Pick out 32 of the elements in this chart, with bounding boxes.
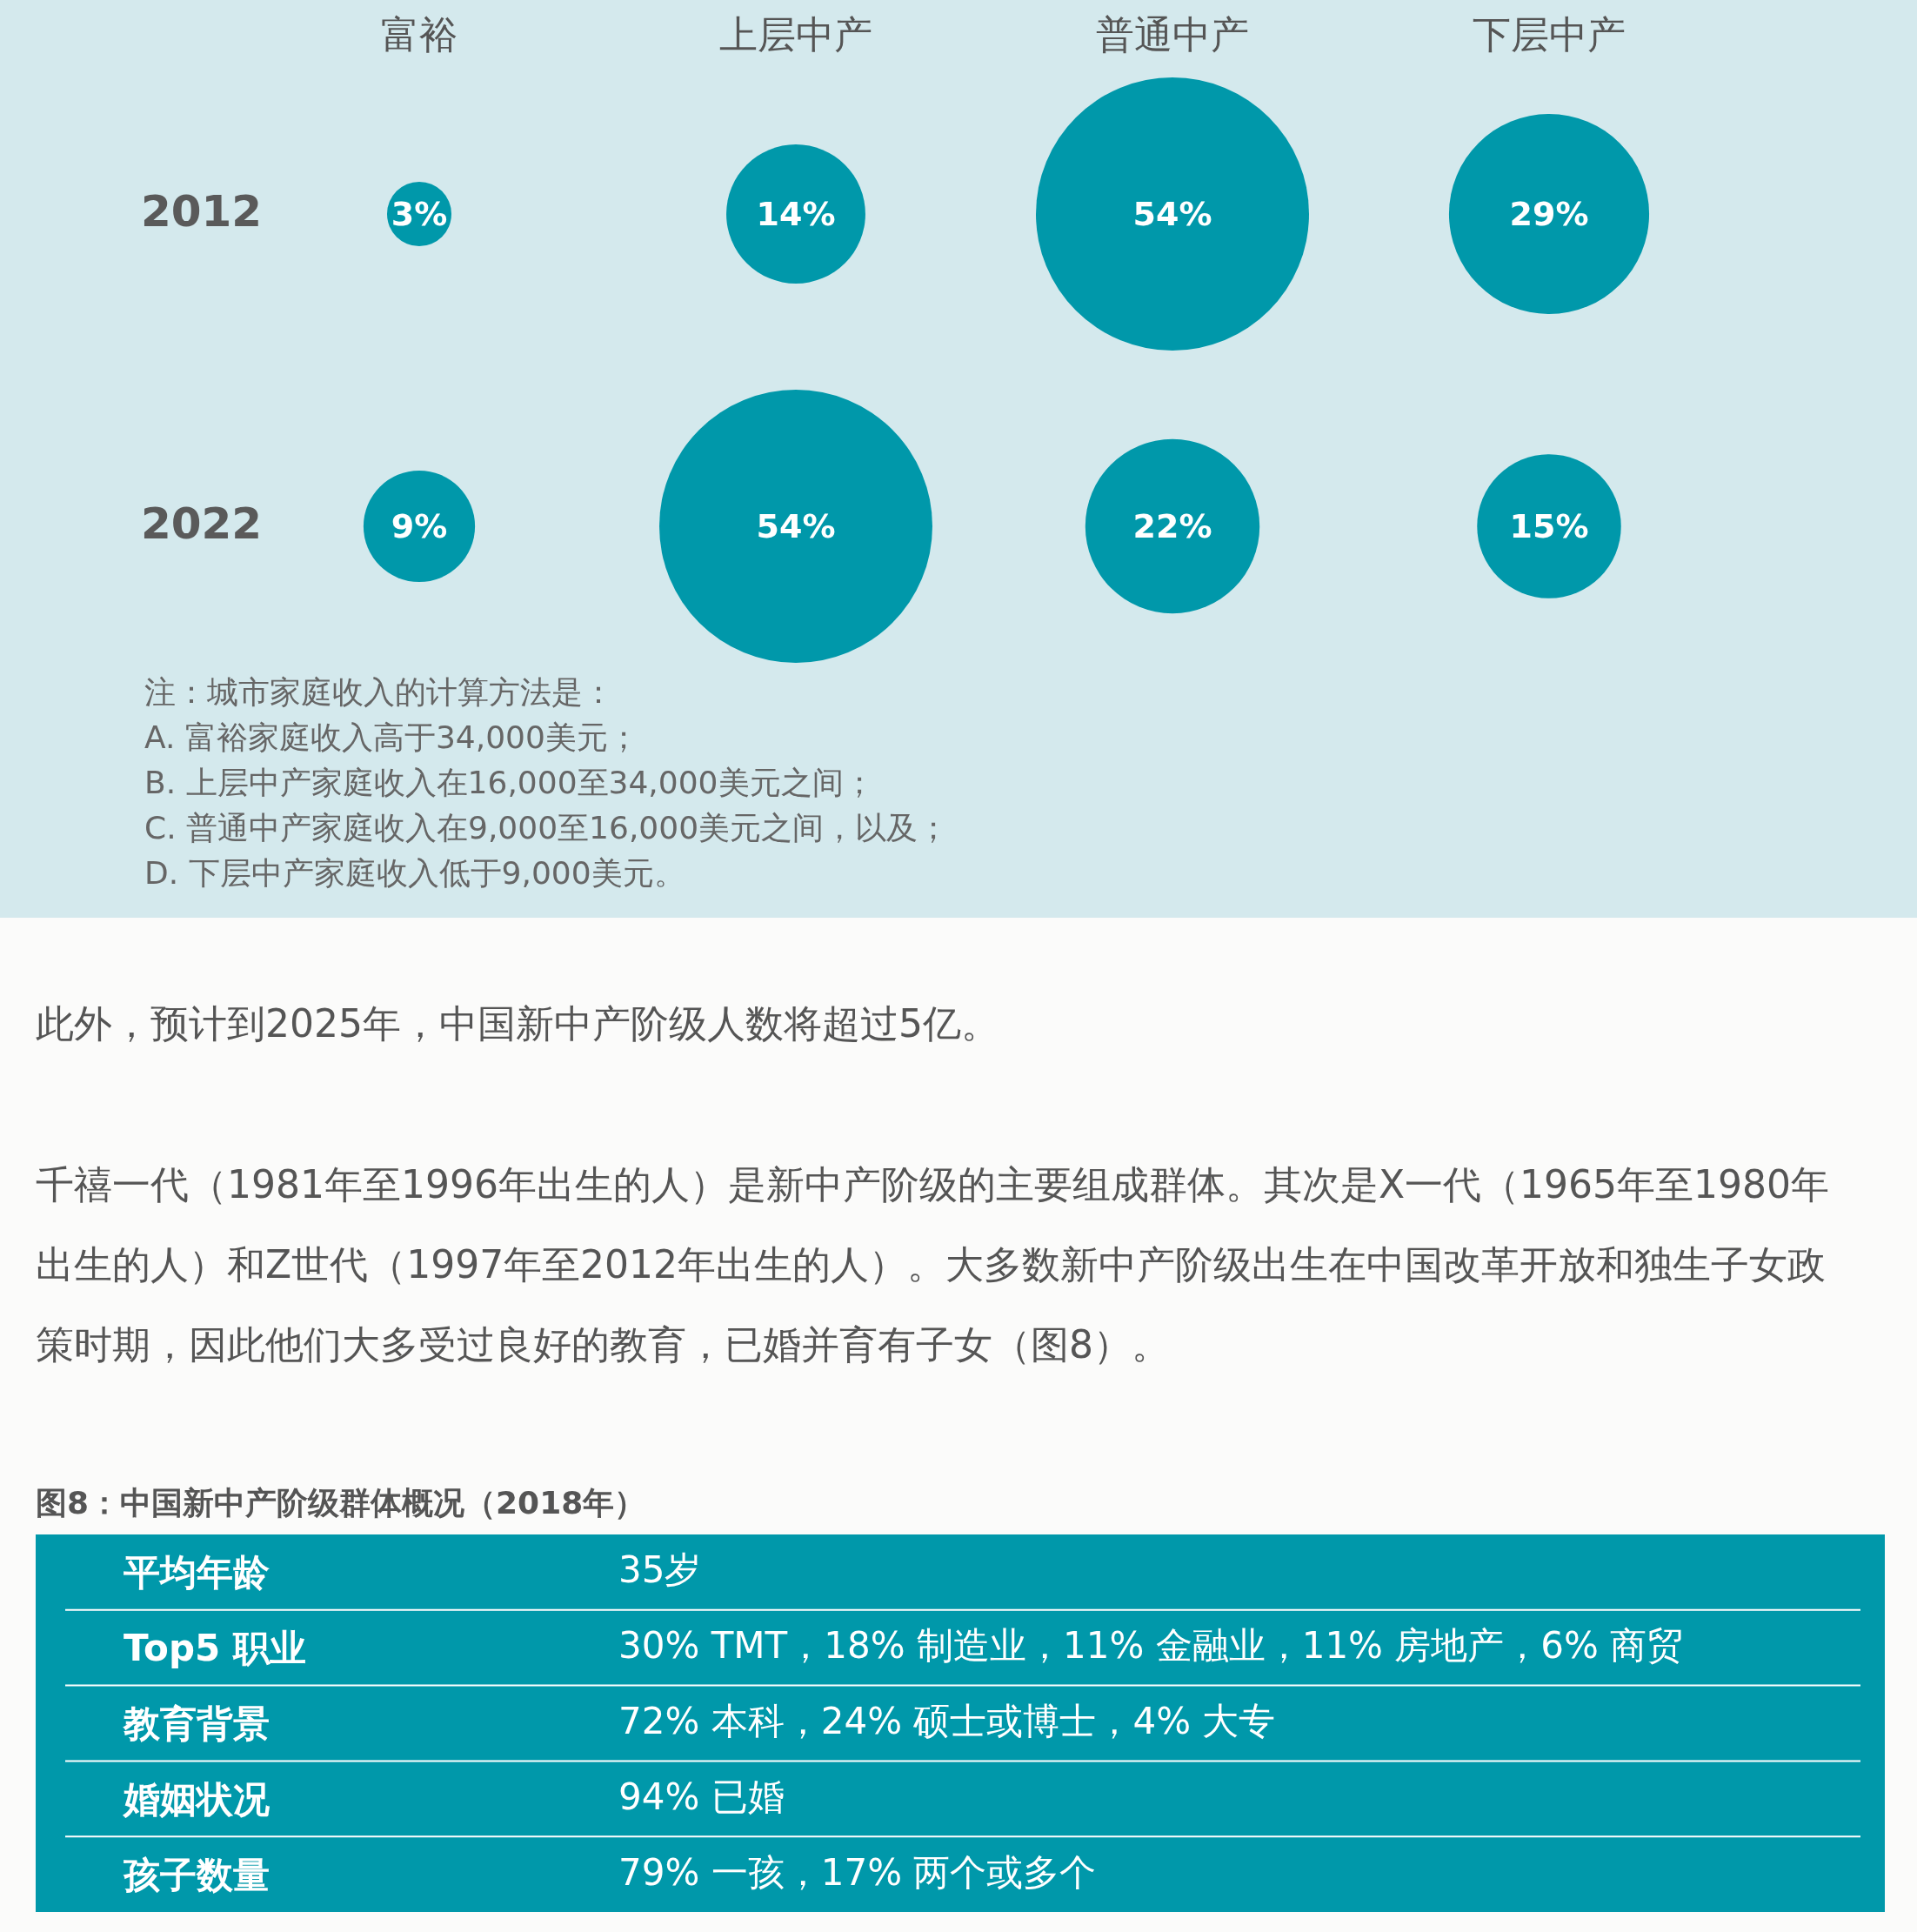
x-tick-label: 上层中产 [719,12,872,57]
text: 94% 已婚 [618,1775,785,1818]
text: D. 下层中产家庭收入低于9,000美元。 [144,855,685,891]
text: 千禧一代（1981年至1996年出生的人）是新中产阶级的主要组成群体。其次是X一代（1965年至1980年出生的人）和Z世代（1997年至2012年出生的人）。大多数新中产阶级出生在中国改革开放和独生子女政策时期，因此他们大多受过良好的教育，已婚并育有子女（图8）。 [36,1162,1830,1367]
category-label: 平均年龄 [124,1551,270,1594]
x-tick-label: 下层中产 [1473,12,1626,57]
text: 79% 一孩，17% 两个或多个 [618,1850,1097,1894]
text: 此外，预计到2025年，中国新中产阶级人数将超过5亿。 [36,1001,999,1046]
text: A. 富裕家庭收入高于34,000美元； [144,719,639,755]
data-label: 22% [1132,507,1212,545]
text: C. 普通中产家庭收入在9,000至16,000美元之间，以及； [144,810,950,846]
x-tick-label: 普通中产 [1096,12,1249,57]
category-label: 孩子数量 [124,1853,270,1896]
annotation: 注：城市家庭收入的计算方法是： [144,674,614,710]
data-label: 9% [391,507,448,545]
text: B. 上层中产家庭收入在16,000至34,000美元之间； [144,765,875,800]
text: 35岁 [618,1548,702,1592]
category-label: Top5 职业 [124,1627,306,1670]
x-tick-label: 富裕 [381,12,458,57]
data-label: 14% [756,195,836,233]
text: 30% TMT，18% 制造业，11% 金融业，11% 房地产，6% 商贸 [618,1624,1684,1668]
data-label: 15% [1509,507,1589,545]
y-tick-label: 2012 [141,186,263,237]
data-label: 54% [756,507,836,545]
y-tick-label: 2022 [141,498,263,549]
text: 72% 本科，24% 硕士或博士，4% 大专 [618,1700,1276,1742]
data-label: 3% [391,195,448,233]
category-label: 婚姻状况 [124,1777,270,1821]
text: 图8：中国新中产阶级群体概况（2018年） [36,1485,646,1521]
data-label: 54% [1132,195,1212,233]
data-label: 29% [1509,195,1589,233]
category-label: 教育背景 [124,1702,270,1745]
